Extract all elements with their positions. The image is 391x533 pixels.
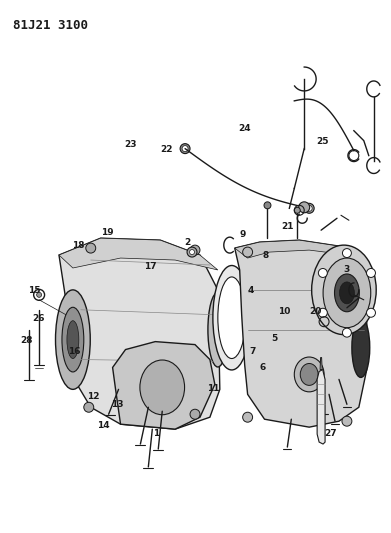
Text: 14: 14 (97, 421, 109, 430)
Ellipse shape (312, 245, 376, 335)
Text: 19: 19 (101, 228, 114, 237)
Ellipse shape (218, 277, 246, 359)
Text: 18: 18 (72, 241, 84, 250)
Ellipse shape (62, 308, 84, 372)
Text: 10: 10 (278, 307, 290, 316)
Circle shape (190, 409, 200, 419)
Text: 8: 8 (263, 252, 269, 261)
Circle shape (243, 247, 253, 257)
Circle shape (306, 205, 312, 211)
Ellipse shape (352, 318, 370, 377)
Text: 26: 26 (32, 314, 45, 323)
Circle shape (346, 247, 356, 257)
Circle shape (343, 328, 352, 337)
Ellipse shape (208, 293, 228, 367)
Text: 17: 17 (144, 262, 157, 271)
Text: 23: 23 (125, 140, 137, 149)
Text: 16: 16 (68, 347, 80, 356)
Circle shape (190, 245, 200, 255)
Circle shape (37, 293, 41, 297)
Ellipse shape (335, 274, 359, 312)
Polygon shape (317, 369, 325, 444)
Ellipse shape (339, 282, 354, 304)
Circle shape (304, 203, 314, 213)
Circle shape (180, 144, 190, 154)
Text: 1: 1 (153, 429, 160, 438)
Circle shape (190, 249, 194, 255)
Ellipse shape (213, 265, 251, 370)
Text: 4: 4 (247, 286, 254, 295)
Polygon shape (113, 342, 215, 429)
Text: 15: 15 (29, 286, 41, 295)
Circle shape (366, 308, 375, 317)
Circle shape (182, 146, 188, 151)
Polygon shape (235, 240, 359, 260)
Ellipse shape (56, 290, 90, 389)
Circle shape (343, 248, 352, 257)
Polygon shape (320, 358, 322, 369)
Circle shape (243, 412, 253, 422)
Text: 27: 27 (325, 429, 337, 438)
Circle shape (342, 416, 352, 426)
Ellipse shape (294, 357, 324, 392)
Text: 20: 20 (309, 307, 321, 316)
Text: 22: 22 (160, 146, 172, 155)
Circle shape (366, 269, 375, 278)
Text: 9: 9 (239, 230, 246, 239)
Circle shape (84, 402, 94, 412)
Polygon shape (59, 238, 218, 270)
Text: 11: 11 (207, 384, 219, 393)
Text: 6: 6 (259, 363, 265, 372)
Polygon shape (59, 238, 220, 429)
Text: 24: 24 (238, 124, 251, 133)
Circle shape (299, 202, 310, 213)
Polygon shape (235, 240, 367, 427)
Text: 13: 13 (111, 400, 123, 409)
Text: 81J21 3100: 81J21 3100 (13, 19, 88, 33)
Ellipse shape (67, 321, 79, 359)
Text: 25: 25 (317, 138, 329, 147)
Text: 28: 28 (21, 336, 33, 345)
Circle shape (187, 247, 197, 257)
Circle shape (294, 207, 300, 213)
Circle shape (318, 269, 327, 278)
Ellipse shape (323, 258, 371, 328)
Circle shape (264, 202, 271, 209)
Text: 21: 21 (282, 222, 294, 231)
Ellipse shape (300, 364, 318, 385)
Text: 2: 2 (185, 238, 191, 247)
Text: 12: 12 (87, 392, 100, 401)
Ellipse shape (140, 360, 185, 415)
Circle shape (318, 308, 327, 317)
Text: 3: 3 (343, 265, 350, 273)
Text: 7: 7 (249, 347, 256, 356)
Text: 5: 5 (271, 334, 277, 343)
Circle shape (86, 243, 96, 253)
